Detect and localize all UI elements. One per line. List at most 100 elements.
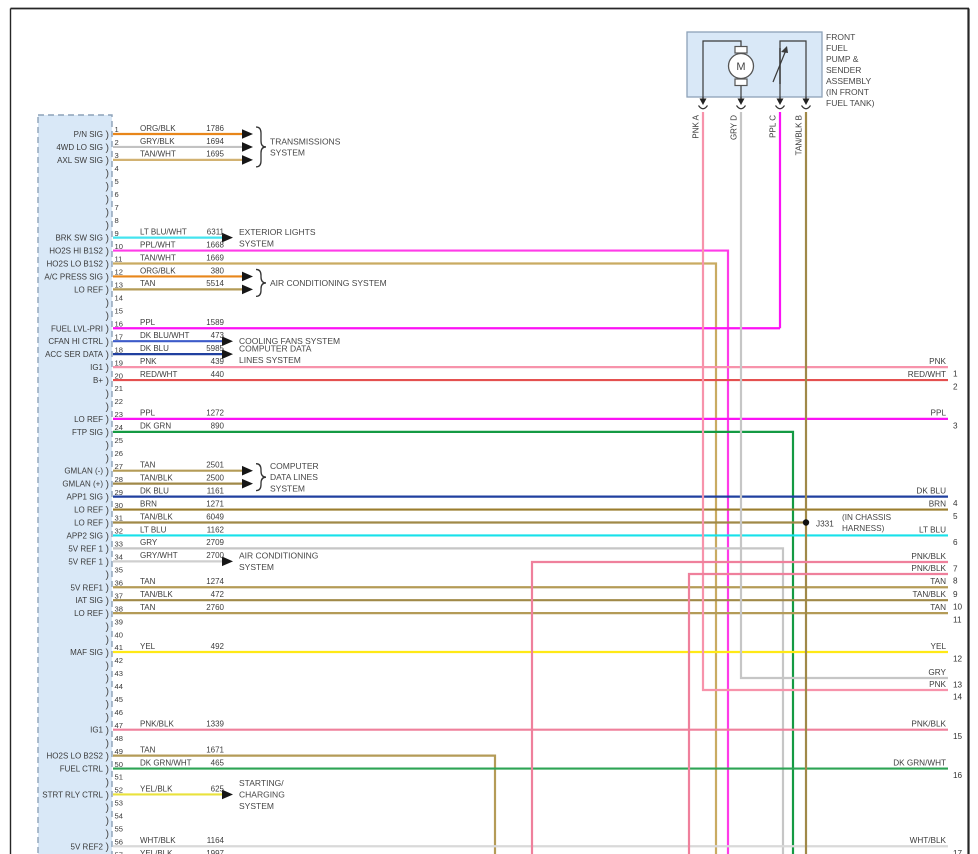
system-label-line: SYSTEM	[270, 484, 305, 494]
system-label-line: TRANSMISSIONS	[270, 136, 341, 146]
fuel-pump-label-line: FUEL	[826, 43, 848, 53]
wire-circuit-number: 1162	[207, 525, 225, 534]
pin-number: 2	[115, 138, 119, 147]
system-label-line: SYSTEM	[270, 148, 305, 158]
wire-color-label: TAN	[140, 577, 156, 586]
page-frame	[9, 7, 970, 854]
arrow-icon	[242, 284, 253, 295]
pin-number: 8	[115, 216, 119, 225]
wire-circuit-number: 492	[211, 642, 225, 651]
wire-pin-56: WHT/BLK 1164 WHT/BLK 17	[113, 836, 963, 854]
right-wire-color-label: PNK/BLK	[911, 720, 946, 729]
pin-name: STRT RLY CTRL	[42, 790, 103, 799]
system-label-line: AIR CONDITIONING	[239, 551, 318, 561]
arrow-icon	[242, 271, 253, 282]
wire-color-label: TAN/WHT	[140, 150, 176, 159]
pin-number: 36	[115, 578, 123, 587]
wire-circuit-number: 6049	[206, 512, 224, 521]
wire-pin-33: GRY 2709	[113, 538, 785, 854]
pin-number: 21	[115, 384, 123, 393]
arrow-icon	[222, 789, 233, 800]
right-pin-number: 4	[953, 499, 958, 508]
wire-circuit-number: 2700	[206, 551, 224, 560]
wire-pin-37: TAN/BLK 472 TAN/BLK 10	[113, 590, 963, 612]
terminal-cup-icon	[775, 105, 785, 110]
pin-cup-icon: )	[106, 401, 110, 413]
wire-color-label: TAN	[140, 461, 156, 470]
pin-cup-icon: )	[106, 504, 110, 516]
pin-cup-icon: )	[106, 776, 110, 788]
wire	[739, 112, 948, 680]
arrow-icon	[242, 142, 253, 152]
wire-circuit-number: 472	[211, 590, 225, 599]
wire-circuit-number: 440	[211, 370, 225, 379]
pin-cup-icon: )	[106, 168, 110, 180]
wire-pin-29: DK BLU 1161 DK BLU 4	[113, 486, 958, 508]
pin-cup-icon: )	[106, 802, 110, 814]
connector-pin: ) 50 FUEL CTRL	[60, 760, 123, 776]
connector-pin: ) 31 LO REF	[74, 514, 123, 530]
connector-pin: ) 55	[106, 825, 123, 841]
wire	[113, 430, 795, 854]
right-wire-color-label: WHT/BLK	[910, 836, 947, 845]
wire-pin-16: PPL 1589	[113, 318, 780, 330]
pin-name: LO REF	[74, 415, 103, 424]
wire-circuit-number: 625	[211, 784, 225, 793]
pin-cup-icon: )	[106, 621, 110, 633]
wire-color-label: TAN/WHT	[140, 253, 176, 262]
right-wire-color-label: YEL	[931, 642, 947, 651]
pin-number: 27	[115, 462, 123, 471]
right-edge-terminal: PNK/BLK 8	[911, 564, 958, 586]
right-wire-color-label: DK GRN/WHT	[893, 758, 946, 767]
right-pin-number: 1	[953, 370, 958, 379]
right-wire-color-label: BRN	[929, 499, 946, 508]
pin-cup-icon: )	[106, 737, 110, 749]
connector-pin: ) 54	[106, 812, 123, 828]
pin-cup-icon: )	[106, 517, 110, 529]
terminal-arrow-icon	[699, 98, 707, 105]
pin-number: 4	[115, 164, 119, 173]
system-label-line: SYSTEM	[239, 562, 274, 572]
system-label-line: COMPUTER	[270, 461, 319, 471]
pump-terminal: PNK A	[692, 97, 708, 139]
wire	[530, 560, 948, 854]
wire-pin-20: RED/WHT 440 RED/WHT 2	[113, 370, 958, 392]
wire-color-label: GRY/BLK	[140, 137, 175, 146]
connector-pin: ) 19 IG1	[90, 358, 123, 374]
right-edge-terminal: RED/WHT 2	[908, 370, 958, 392]
wire-circuit-number: 465	[211, 758, 225, 767]
pin-cup-icon: )	[106, 647, 110, 659]
pin-name: FUEL LVL-PRI	[51, 324, 103, 333]
pin-number: 35	[115, 566, 123, 575]
connector-pin: ) 45	[106, 695, 123, 711]
wire-color-label: DK GRN/WHT	[140, 758, 192, 767]
wire	[113, 249, 730, 854]
wire-pin-12: ORG/BLK 380	[113, 266, 253, 282]
pin-cup-icon: )	[106, 194, 110, 206]
terminal-arrow-icon	[802, 98, 810, 105]
connector-pin: ) 27 GMLAN (-)	[64, 462, 123, 478]
connector-pin: ) 53	[106, 799, 123, 815]
right-edge-terminal: TAN/BLK 10	[912, 590, 962, 612]
arrow-icon	[242, 465, 253, 476]
wire-pin-38: TAN 2760 TAN 11	[113, 603, 962, 625]
pin-name: IAT SIG	[75, 596, 103, 605]
wire-pin-19: PNK 439 PNK 1	[113, 357, 958, 379]
wire	[687, 572, 948, 854]
connector-pin: ) 41 MAF SIG	[70, 643, 123, 659]
pin-cup-icon: )	[106, 427, 110, 439]
right-edge-terminal: GRY 13	[928, 668, 962, 690]
pin-name: 4WD LO SIG	[56, 143, 103, 152]
pin-cup-icon: )	[106, 284, 110, 296]
junction-dot	[802, 519, 810, 526]
wire-pin-34: GRY/WHT 2700	[113, 551, 233, 567]
wire-color-label: YEL	[140, 642, 156, 651]
terminal-wire-label: PPL C	[769, 115, 778, 138]
connector-pin: ) 24 FTP SIG	[72, 423, 123, 439]
pin-cup-icon: )	[106, 569, 110, 581]
pcm-connector-box	[37, 114, 113, 854]
pin-cup-icon: )	[106, 841, 110, 853]
